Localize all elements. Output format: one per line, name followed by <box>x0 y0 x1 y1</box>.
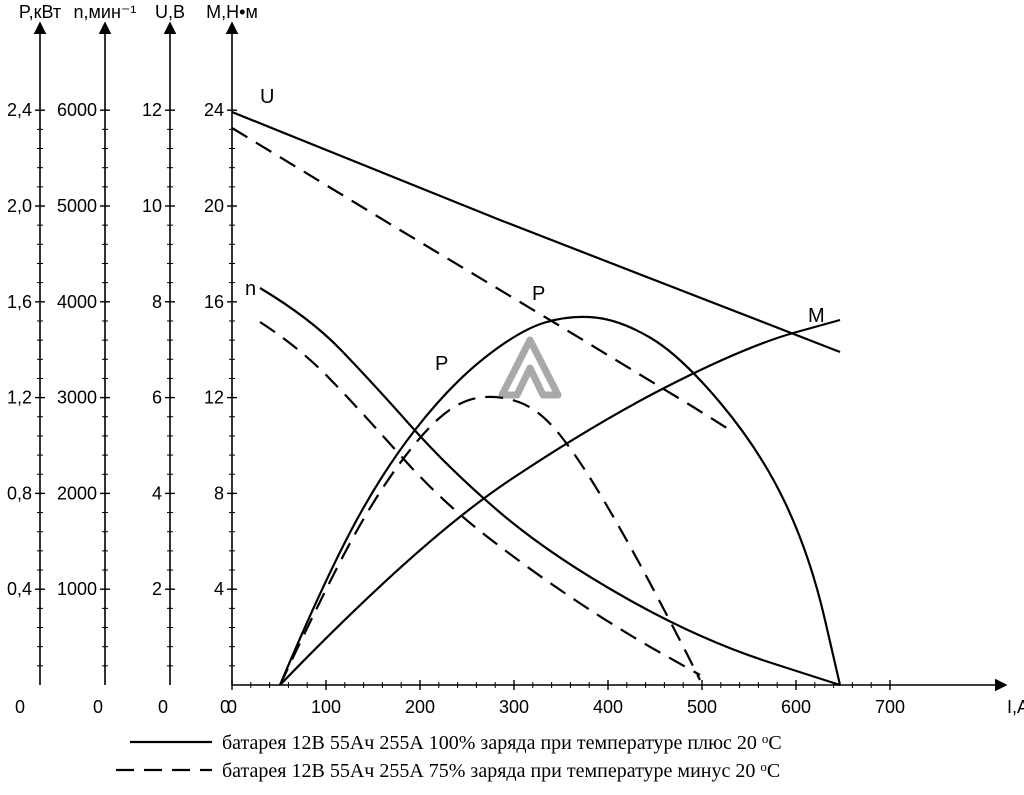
y-tick-label: 0 <box>158 697 168 717</box>
x-tick-label: 100 <box>311 697 341 717</box>
y-tick-label: 0 <box>15 697 25 717</box>
x-axis-label: I,A <box>1007 697 1024 717</box>
y-tick-label: 0 <box>93 697 103 717</box>
y-tick-label: 0,8 <box>7 483 32 503</box>
y-tick-label: 20 <box>204 196 224 216</box>
x-tick-label: 400 <box>593 697 623 717</box>
motor-characteristics-chart: I,A0100200300400500600700P,кВт00,40,81,2… <box>0 0 1024 795</box>
legend-dashed-text: батарея 12В 55Ач 255А 75% заряда при тем… <box>222 759 780 782</box>
curve-label-M_solid: M <box>808 305 825 327</box>
y-tick-label: 24 <box>204 100 224 120</box>
y-axis-label: M,Н•м <box>206 2 258 22</box>
y-tick-label: 6000 <box>57 100 97 120</box>
y-tick-label: 12 <box>204 388 224 408</box>
y-tick-label: 1,6 <box>7 292 32 312</box>
x-tick-label: 200 <box>405 697 435 717</box>
y-tick-label: 5000 <box>57 196 97 216</box>
y-axis-label: P,кВт <box>19 2 61 22</box>
y-tick-label: 6 <box>152 388 162 408</box>
x-tick-label: 300 <box>499 697 529 717</box>
y-tick-label: 2000 <box>57 483 97 503</box>
y-tick-label: 3000 <box>57 388 97 408</box>
y-tick-label: 8 <box>152 292 162 312</box>
x-tick-label: 700 <box>875 697 905 717</box>
y-tick-label: 2,0 <box>7 196 32 216</box>
legend-solid-text: батарея 12В 55Ач 255А 100% заряда при те… <box>222 731 782 754</box>
y-tick-label: 2 <box>152 579 162 599</box>
curve-label-U_solid: U <box>260 86 274 108</box>
x-tick-label: 600 <box>781 697 811 717</box>
y-tick-label: 0 <box>220 697 230 717</box>
curve-label-P_solid: P <box>532 283 545 305</box>
y-tick-label: 12 <box>142 100 162 120</box>
y-tick-label: 1000 <box>57 579 97 599</box>
curve-label-P_dashed: P <box>435 353 448 375</box>
y-tick-label: 4 <box>214 579 224 599</box>
x-tick-label: 500 <box>687 697 717 717</box>
y-tick-label: 4000 <box>57 292 97 312</box>
y-tick-label: 4 <box>152 483 162 503</box>
y-tick-label: 1,2 <box>7 388 32 408</box>
y-tick-label: 0,4 <box>7 579 32 599</box>
y-tick-label: 16 <box>204 292 224 312</box>
y-tick-label: 10 <box>142 196 162 216</box>
y-axis-label: n,мин⁻¹ <box>74 2 137 22</box>
y-tick-label: 8 <box>214 483 224 503</box>
y-axis-label: U,B <box>155 2 185 22</box>
curve-label-n_solid: n <box>245 278 256 300</box>
y-tick-label: 2,4 <box>7 100 32 120</box>
